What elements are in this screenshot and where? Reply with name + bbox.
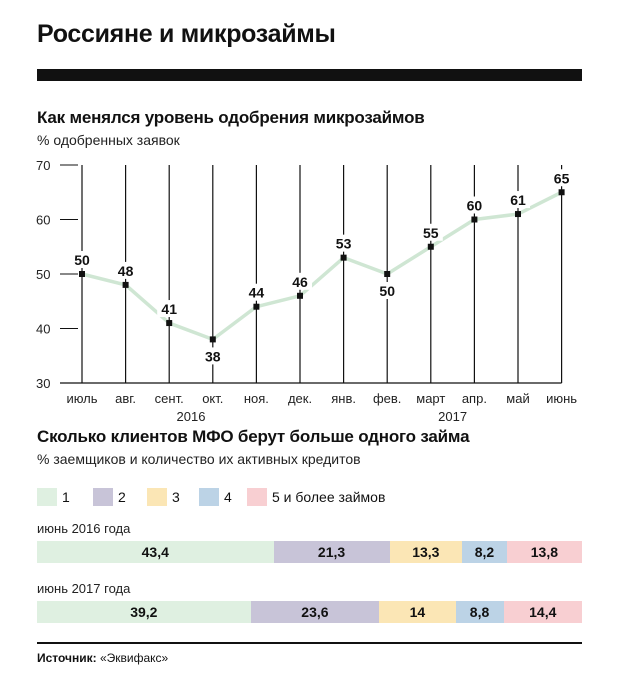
x-tick-label: окт. (202, 391, 223, 406)
data-label-bg (244, 283, 269, 301)
data-label: 50 (379, 283, 395, 299)
data-label: 53 (336, 236, 352, 252)
legend-label: 5 и более займов (272, 489, 386, 505)
data-point (253, 303, 260, 310)
data-point (166, 320, 173, 327)
data-label: 65 (554, 170, 570, 186)
data-label: 38 (205, 348, 221, 364)
bar-segment: 14 (379, 601, 456, 623)
legend-label: 1 (62, 489, 70, 505)
y-tick-label: 50 (36, 267, 50, 282)
data-point (558, 189, 565, 196)
y-tick-label: 30 (36, 376, 50, 391)
source-text: «Эквифакс» (96, 651, 169, 665)
year-label-2017: 2017 (438, 409, 467, 424)
data-label-bg (70, 251, 94, 268)
bottom-divider (37, 642, 582, 644)
bar-segment: 8,2 (462, 541, 507, 563)
x-tick-label: июнь (546, 391, 577, 406)
data-label: 60 (467, 198, 483, 214)
data-label-bg (113, 261, 138, 279)
bar-row-2017: 39,2 23,6 14 8,8 14,4 (37, 601, 582, 623)
x-tick-label: фев. (373, 391, 401, 406)
bar-chart-subtitle: % заемщиков и количество их активных кре… (37, 451, 361, 467)
x-tick-label: сент. (155, 391, 184, 406)
data-label: 50 (74, 252, 90, 268)
data-label-bg (375, 282, 400, 299)
x-tick-label: июль (66, 391, 97, 406)
line-chart-subtitle: % одобренных заявок (37, 132, 180, 148)
year-label-2016: 2016 (177, 409, 206, 424)
data-label-bg (157, 300, 182, 318)
y-tick-label: 70 (36, 158, 50, 173)
data-label-bg (549, 169, 574, 187)
legend-swatch (93, 488, 113, 506)
data-point (209, 336, 216, 343)
x-tick-label: ноя. (244, 391, 269, 406)
bar-segment: 23,6 (250, 601, 380, 623)
data-label-bg (462, 196, 487, 214)
x-tick-label: март (416, 391, 445, 406)
data-label: 41 (161, 301, 177, 317)
data-point (384, 271, 391, 277)
x-tick-label: дек. (288, 391, 312, 406)
legend-swatch (247, 488, 267, 506)
legend-label: 4 (224, 489, 232, 505)
line-chart-title: Как менялся уровень одобрения микрозаймо… (37, 108, 425, 127)
data-point (471, 216, 478, 223)
x-tick-label: май (506, 391, 529, 406)
bar-row-label-2017: июнь 2017 года (37, 581, 131, 596)
data-label-bg (288, 272, 312, 290)
data-label-bg (418, 223, 443, 241)
legend-swatch (147, 488, 167, 506)
legend-label: 2 (118, 489, 126, 505)
bar-segment: 39,2 (37, 601, 251, 623)
bar-segment: 43,4 (37, 541, 274, 563)
x-tick-label: янв. (331, 391, 356, 406)
source-note: Источник: «Эквифакс» (37, 651, 168, 665)
page-title: Россияне и микрозаймы (37, 20, 336, 48)
bar-segment: 13,3 (389, 541, 463, 563)
data-label: 55 (423, 225, 439, 241)
bar-row-2016: 43,4 21,3 13,3 8,2 13,8 (37, 541, 582, 563)
data-label: 61 (510, 192, 526, 208)
data-point (122, 281, 129, 288)
approval-line-chart: 70 60 50 40 30 июль авг. сент. окт. ноя. дек. янв. ф… (36, 158, 577, 424)
data-label: 48 (118, 263, 134, 279)
y-tick-label: 60 (36, 213, 50, 228)
legend-swatch (199, 488, 219, 506)
source-label: Источник: (37, 651, 97, 665)
bar-segment: 13,8 (506, 541, 582, 563)
data-point (79, 271, 85, 277)
data-point (515, 211, 521, 218)
bar-legend: 1 2 3 4 5 и более займов (37, 486, 597, 508)
bar-segment: 8,8 (455, 601, 504, 623)
data-label-bg (506, 191, 530, 209)
bar-segment: 21,3 (273, 541, 390, 563)
data-point (427, 243, 434, 250)
data-point (340, 254, 347, 261)
bar-segment: 14,4 (503, 601, 582, 623)
data-label: 44 (249, 285, 265, 301)
bar-chart-title: Сколько клиентов МФО берут больше одного… (37, 427, 470, 446)
data-label: 46 (292, 274, 308, 290)
legend-label: 3 (172, 489, 180, 505)
legend-swatch (37, 488, 57, 506)
approval-series-line (81, 190, 563, 342)
y-tick-label: 40 (36, 322, 50, 337)
bar-row-label-2016: июнь 2016 года (37, 521, 131, 536)
data-label-bg (331, 234, 356, 252)
top-divider (37, 69, 582, 81)
x-tick-label: авг. (115, 391, 136, 406)
data-label-bg (200, 347, 225, 365)
x-tick-label: апр. (462, 391, 487, 406)
data-point (297, 292, 303, 299)
